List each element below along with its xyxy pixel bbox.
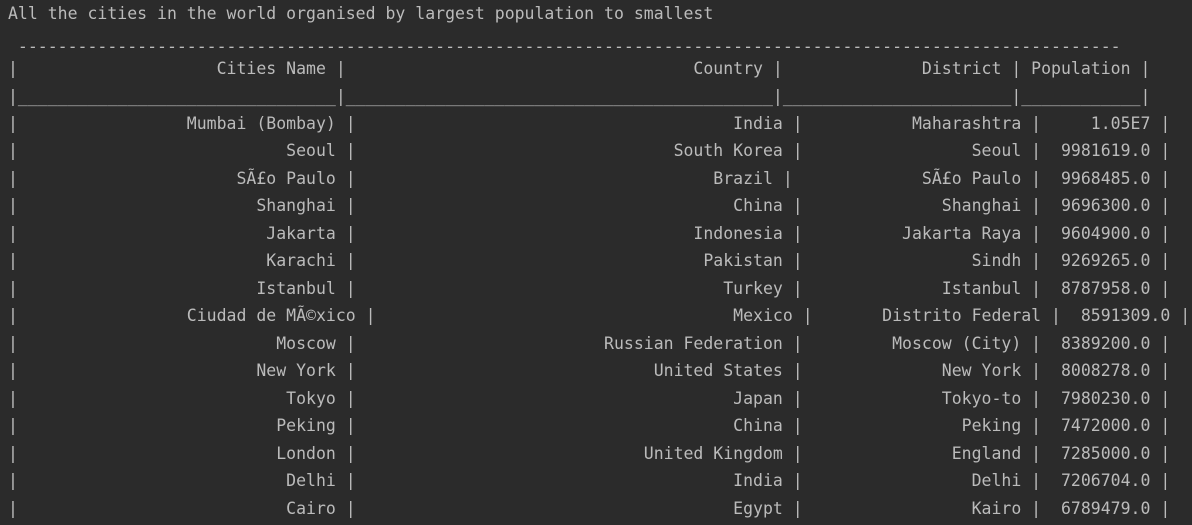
table-row: | Ciudad de MÃ©xico | Mexico | Distrito … bbox=[8, 306, 1191, 325]
output-heading: All the cities in the world organised by… bbox=[8, 4, 714, 23]
table-row: | Istanbul | Turkey | Istanbul | 8787958… bbox=[8, 279, 1171, 298]
table-row: | Jakarta | Indonesia | Jakarta Raya | 9… bbox=[8, 224, 1171, 243]
table-row: | Delhi | India | Delhi | 7206704.0 | bbox=[8, 471, 1171, 490]
table-row: | Seoul | South Korea | Seoul | 9981619.… bbox=[8, 141, 1171, 160]
table-row: | Cairo | Egypt | Kairo | 6789479.0 | bbox=[8, 499, 1171, 518]
table-row: | SÃ£o Paulo | Brazil | SÃ£o Paulo | 996… bbox=[8, 169, 1171, 188]
table-top-border: ----------------------------------------… bbox=[8, 37, 1121, 56]
table-row: | Shanghai | China | Shanghai | 9696300.… bbox=[8, 196, 1171, 215]
table-row: | Peking | China | Peking | 7472000.0 | bbox=[8, 416, 1171, 435]
table-row: | Karachi | Pakistan | Sindh | 9269265.0… bbox=[8, 251, 1171, 270]
table-row: | New York | United States | New York | … bbox=[8, 361, 1171, 380]
table-row: | Mumbai (Bombay) | India | Maharashtra … bbox=[8, 114, 1171, 133]
table-row: | Tokyo | Japan | Tokyo-to | 7980230.0 | bbox=[8, 389, 1171, 408]
table-row: | London | United Kingdom | England | 72… bbox=[8, 444, 1171, 463]
table-row: | Moscow | Russian Federation | Moscow (… bbox=[8, 334, 1171, 353]
table-header-separator: |________________________________|______… bbox=[8, 87, 1151, 106]
table-header-row: | Cities Name | Country | District | Pop… bbox=[8, 59, 1151, 78]
